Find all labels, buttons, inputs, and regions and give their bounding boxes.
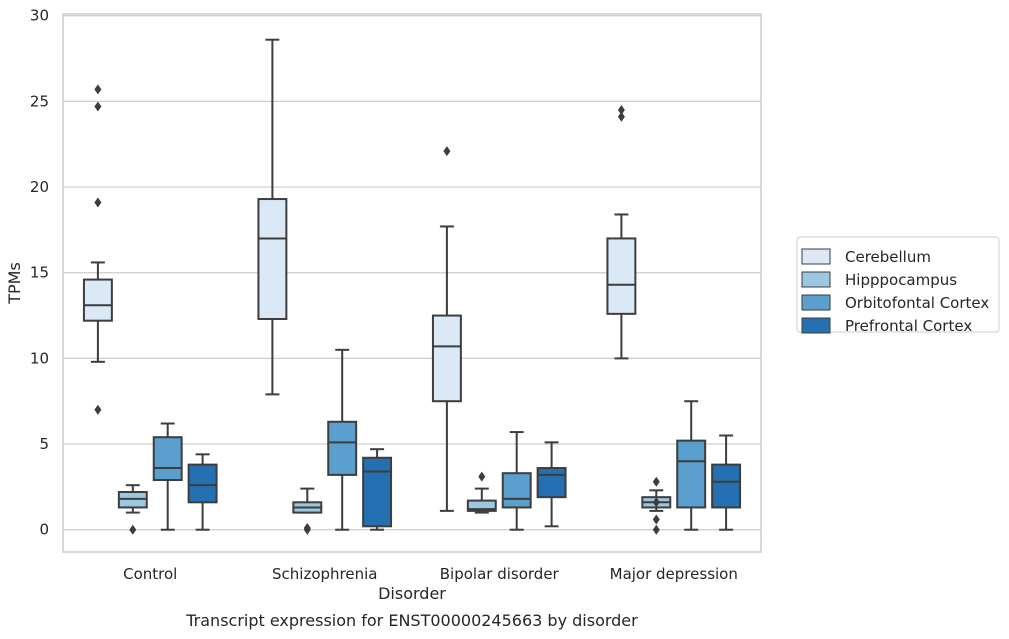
box-group bbox=[187, 453, 218, 531]
box-group bbox=[362, 448, 393, 531]
legend-entry-label: Prefrontal Cortex bbox=[845, 317, 972, 335]
x-ticks: Control Schizophrenia Bipolar disorder Majo… bbox=[123, 565, 738, 583]
legend-swatch bbox=[801, 248, 831, 265]
box-group bbox=[536, 441, 567, 528]
box-group bbox=[641, 476, 672, 535]
x-tick-label: Major depression bbox=[610, 565, 738, 583]
x-tick-label: Schizophrenia bbox=[272, 565, 377, 583]
plot-frame bbox=[62, 13, 762, 553]
y-tick-label: 30 bbox=[30, 7, 49, 25]
box bbox=[501, 472, 532, 509]
box bbox=[431, 314, 462, 403]
y-tick-label: 10 bbox=[30, 349, 49, 367]
legend-swatch bbox=[801, 317, 831, 334]
box bbox=[676, 439, 707, 509]
box bbox=[466, 499, 497, 512]
box-group bbox=[606, 104, 637, 360]
box bbox=[362, 456, 393, 528]
outlier-point bbox=[94, 404, 102, 415]
box-group bbox=[466, 471, 497, 514]
box-group bbox=[327, 348, 358, 531]
outlier-point bbox=[443, 146, 451, 157]
y-tick-label: 20 bbox=[30, 178, 49, 196]
box-group bbox=[431, 146, 462, 512]
legend: Cerebellum Hipppocampus Orbitofontal Corte… bbox=[796, 236, 1000, 335]
y-tick-label: 5 bbox=[39, 435, 49, 453]
box bbox=[82, 278, 113, 322]
outlier-point bbox=[94, 84, 102, 95]
outlier-point bbox=[652, 476, 660, 487]
x-tick-label: Bipolar disorder bbox=[440, 565, 560, 583]
legend-frame bbox=[796, 236, 1000, 333]
y-ticks: 0 5 10 15 20 25 30 bbox=[30, 7, 49, 539]
outlier-point bbox=[94, 101, 102, 112]
x-axis-label: Disorder bbox=[378, 584, 446, 603]
box-group bbox=[117, 484, 148, 535]
outlier-point bbox=[652, 497, 660, 508]
outlier-point bbox=[94, 197, 102, 208]
y-tick-label: 0 bbox=[39, 521, 49, 539]
boxes bbox=[82, 38, 742, 535]
outlier-point bbox=[617, 104, 625, 115]
legend-entry-label: Orbitofontal Cortex bbox=[845, 294, 989, 312]
box-group bbox=[676, 400, 707, 531]
outlier-point bbox=[478, 471, 486, 482]
box bbox=[327, 420, 358, 476]
outlier-point bbox=[652, 524, 660, 535]
box-group bbox=[711, 434, 742, 531]
outlier-point bbox=[652, 514, 660, 525]
box bbox=[536, 467, 567, 499]
y-axis-label: TPMs bbox=[5, 262, 24, 305]
legend-entry-label: Hipppocampus bbox=[845, 271, 957, 289]
box bbox=[152, 436, 183, 482]
box bbox=[711, 463, 742, 509]
box bbox=[257, 198, 288, 320]
box-group bbox=[82, 84, 113, 415]
legend-swatch bbox=[801, 271, 831, 288]
y-tick-label: 25 bbox=[30, 92, 49, 110]
box-group bbox=[501, 431, 532, 531]
outlier-point bbox=[303, 524, 311, 535]
box-group bbox=[257, 38, 288, 396]
chart-caption: Transcript expression for ENST0000024566… bbox=[185, 611, 638, 630]
x-tick-label: Control bbox=[123, 565, 177, 583]
outlier-point bbox=[617, 111, 625, 122]
outlier-point bbox=[129, 524, 137, 535]
legend-entry-label: Cerebellum bbox=[845, 248, 931, 266]
y-tick-label: 15 bbox=[30, 264, 49, 282]
box bbox=[187, 463, 218, 504]
box-group bbox=[152, 422, 183, 531]
box-group bbox=[292, 487, 323, 535]
box bbox=[606, 237, 637, 315]
legend-swatch bbox=[801, 294, 831, 311]
